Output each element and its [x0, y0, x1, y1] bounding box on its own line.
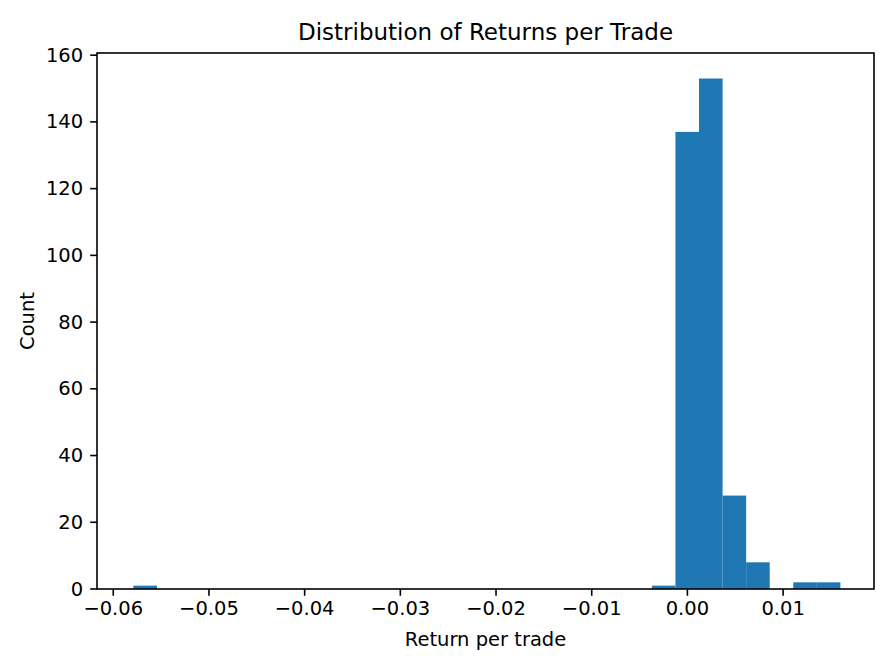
x-tick-label: −0.01 — [562, 597, 622, 620]
x-tick-label: 0.01 — [761, 597, 804, 620]
histogram-bar — [817, 582, 841, 589]
y-tick-label: 100 — [46, 244, 83, 267]
y-tick-label: 160 — [46, 44, 83, 67]
histogram-bar — [793, 582, 817, 589]
y-tick-label: 80 — [58, 311, 83, 334]
y-tick-label: 40 — [58, 444, 83, 467]
y-tick-label: 120 — [46, 177, 83, 200]
y-axis-label: Count — [16, 292, 39, 350]
histogram-bar — [723, 496, 747, 589]
y-tick-label: 0 — [71, 578, 83, 601]
histogram-bar — [699, 79, 723, 589]
x-tick-label: −0.04 — [275, 597, 335, 620]
y-tick-label: 20 — [58, 511, 83, 534]
x-tick-label: −0.02 — [466, 597, 526, 620]
histogram-chart: −0.06 −0.05 −0.04 −0.03 −0.02 −0.01 0.00 0.01 0 2… — [0, 0, 896, 672]
plot-border — [97, 53, 874, 589]
y-tick-label: 140 — [46, 110, 83, 133]
x-tick-label: −0.06 — [83, 597, 143, 620]
x-tick-label: 0.00 — [666, 597, 709, 620]
histogram-bar — [746, 562, 770, 589]
bars-group — [133, 79, 840, 589]
histogram-bar — [675, 132, 699, 589]
y-tick-label: 60 — [58, 377, 83, 400]
figure: −0.06 −0.05 −0.04 −0.03 −0.02 −0.01 0.00 0.01 0 2… — [0, 0, 896, 672]
chart-title: Distribution of Returns per Trade — [298, 19, 673, 45]
x-tick-label: −0.03 — [370, 597, 430, 620]
x-axis-label: Return per trade — [405, 628, 566, 651]
x-tick-label: −0.05 — [179, 597, 239, 620]
